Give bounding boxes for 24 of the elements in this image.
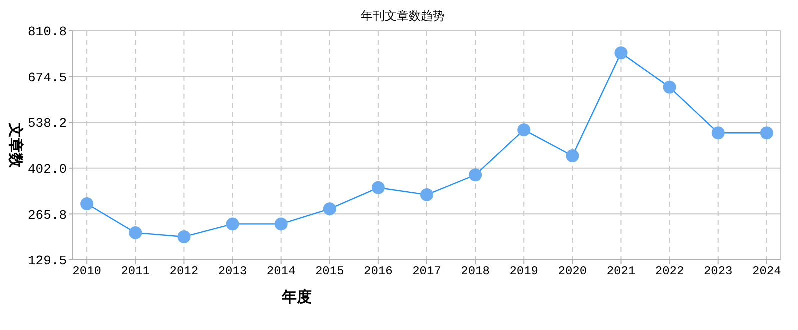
y-axis-title: 文章数 [7,122,25,169]
x-tick-label: 2014 [266,264,296,279]
y-tick-label: 674.5 [28,70,67,86]
x-tick-label: 2017 [412,264,442,279]
x-tick-label: 2023 [704,264,733,279]
y-tick-label: 538.2 [28,116,67,132]
x-tick-label: 2022 [655,264,684,279]
y-tick-label: 402.0 [28,162,67,178]
x-tick-label: 2024 [752,264,782,279]
x-tick-label: 2012 [170,264,199,279]
x-tick-label: 2011 [121,264,150,279]
x-tick-label: 2021 [606,264,636,279]
x-tick-label: 2010 [72,264,102,279]
y-tick-label: 265.8 [28,208,67,223]
x-tick-label: 2020 [558,264,588,279]
x-tick-label: 2016 [364,264,393,279]
x-tick-label: 2015 [315,264,344,279]
chart-title: 年刊文章数趋势 [360,8,446,25]
x-axis-title: 年度 [281,288,312,306]
y-tick-label: 129.5 [28,254,67,269]
y-tick-label: 810.8 [28,24,67,40]
x-tick-label: 2019 [510,264,539,279]
x-tick-label: 2013 [218,264,248,279]
x-tick-label: 2018 [461,264,490,279]
